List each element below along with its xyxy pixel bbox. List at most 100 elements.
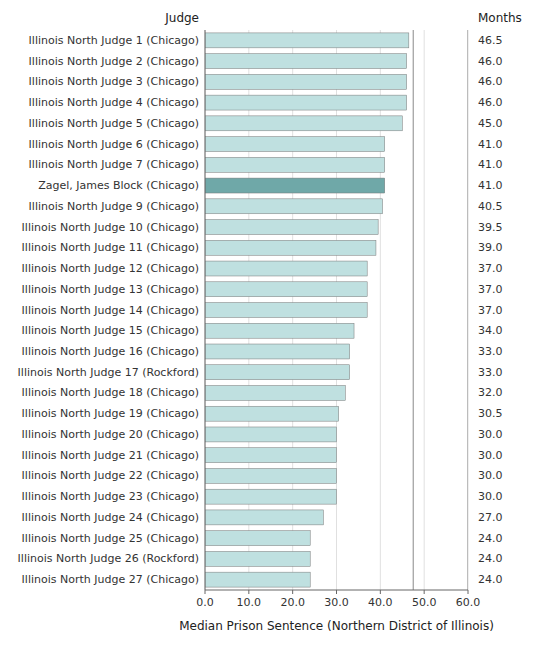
y-tick-label: Illinois North Judge 16 (Chicago) (22, 345, 199, 358)
reference-line (413, 30, 414, 590)
y-tick-label: Illinois North Judge 13 (Chicago) (22, 283, 199, 296)
data-label: 45.0 (478, 117, 503, 130)
y-tick-label: Illinois North Judge 22 (Chicago) (22, 469, 199, 482)
bar (205, 323, 354, 338)
y-axis-label: Judge (164, 11, 199, 25)
y-tick-label: Illinois North Judge 18 (Chicago) (22, 386, 199, 399)
bar (205, 385, 345, 400)
y-tick-label: Illinois North Judge 19 (Chicago) (22, 407, 199, 420)
bar (205, 116, 402, 131)
bar (205, 199, 383, 214)
bar (205, 137, 385, 152)
data-label: 39.5 (478, 221, 503, 234)
bar (205, 220, 378, 235)
data-label: 32.0 (478, 386, 503, 399)
bar (205, 54, 407, 69)
bar (205, 344, 350, 359)
y-tick-label: Illinois North Judge 24 (Chicago) (22, 511, 199, 524)
data-label: 27.0 (478, 511, 503, 524)
y-tick-label: Illinois North Judge 12 (Chicago) (22, 262, 199, 275)
data-label: 46.0 (478, 75, 503, 88)
data-label: 33.0 (478, 366, 503, 379)
y-tick-label: Illinois North Judge 11 (Chicago) (22, 241, 199, 254)
y-tick-label: Illinois North Judge 4 (Chicago) (29, 96, 199, 109)
x-tick-label: 10.0 (237, 596, 262, 609)
x-tick-label: 0.0 (196, 596, 214, 609)
data-label: 34.0 (478, 324, 503, 337)
y-tick-label: Illinois North Judge 26 (Rockford) (18, 552, 199, 565)
data-label: 30.0 (478, 449, 503, 462)
x-tick-label: 20.0 (280, 596, 305, 609)
plot-area (205, 30, 468, 590)
y-tick-label: Zagel, James Block (Chicago) (38, 179, 199, 192)
y-tick-label: Illinois North Judge 10 (Chicago) (22, 221, 199, 234)
data-label: 24.0 (478, 532, 503, 545)
data-label: 46.0 (478, 96, 503, 109)
x-tick (248, 590, 249, 594)
data-label: 30.0 (478, 428, 503, 441)
bar (205, 572, 310, 587)
data-label: 24.0 (478, 552, 503, 565)
chart: 0.010.020.030.040.050.060.0Illinois Nort… (0, 0, 550, 658)
grid-line (205, 30, 206, 590)
y-tick-label: Illinois North Judge 5 (Chicago) (29, 117, 199, 130)
y-tick-label: Illinois North Judge 21 (Chicago) (22, 449, 199, 462)
x-tick (380, 590, 381, 594)
bar (205, 510, 323, 525)
x-tick (424, 590, 425, 594)
bar (205, 33, 409, 48)
x-tick (205, 590, 206, 594)
grid-line (380, 30, 381, 590)
x-tick-label: 30.0 (324, 596, 349, 609)
y-tick-label: Illinois North Judge 20 (Chicago) (22, 428, 199, 441)
bar (205, 551, 310, 566)
annotation: Months (478, 11, 522, 25)
bar (205, 240, 376, 255)
y-tick-label: Illinois North Judge 7 (Chicago) (29, 158, 199, 171)
data-label: 41.0 (478, 158, 503, 171)
data-label: 30.5 (478, 407, 503, 420)
x-tick (336, 590, 337, 594)
y-tick-label: Illinois North Judge 6 (Chicago) (29, 138, 199, 151)
bar (205, 303, 367, 318)
y-tick-label: Illinois North Judge 25 (Chicago) (22, 532, 199, 545)
y-tick-label: Illinois North Judge 14 (Chicago) (22, 304, 199, 317)
grid (205, 30, 468, 590)
bar (205, 406, 339, 421)
y-tick-label: Illinois North Judge 3 (Chicago) (29, 75, 199, 88)
x-tick-label: 50.0 (412, 596, 437, 609)
data-label: 24.0 (478, 573, 503, 586)
y-tick-label: Illinois North Judge 9 (Chicago) (29, 200, 199, 213)
bar (205, 489, 337, 504)
bar (205, 468, 337, 483)
bar (205, 427, 337, 442)
y-tick-label: Illinois North Judge 1 (Chicago) (29, 34, 199, 47)
data-label: 46.0 (478, 55, 503, 68)
data-label: 40.5 (478, 200, 503, 213)
grid-line (424, 30, 425, 590)
data-label: 30.0 (478, 490, 503, 503)
bar (205, 178, 385, 193)
reference-line (468, 30, 469, 590)
x-axis-label: Median Prison Sentence (Northern Distric… (179, 619, 494, 633)
bar (205, 448, 337, 463)
data-label: 39.0 (478, 241, 503, 254)
x-tick (292, 590, 293, 594)
data-label: 37.0 (478, 262, 503, 275)
bar (205, 95, 407, 110)
y-tick-label: Illinois North Judge 23 (Chicago) (22, 490, 199, 503)
bar (205, 74, 407, 89)
y-axis (205, 30, 206, 590)
grid-line (468, 30, 469, 590)
y-tick-label: Illinois North Judge 15 (Chicago) (22, 324, 199, 337)
y-tick-label: Illinois North Judge 2 (Chicago) (29, 55, 199, 68)
x-tick (468, 590, 469, 594)
data-label: 37.0 (478, 283, 503, 296)
y-tick-label: Illinois North Judge 17 (Rockford) (18, 366, 199, 379)
data-label: 37.0 (478, 304, 503, 317)
bar (205, 157, 385, 172)
y-tick-label: Illinois North Judge 27 (Chicago) (22, 573, 199, 586)
data-label: 30.0 (478, 469, 503, 482)
bar (205, 365, 350, 380)
data-label: 41.0 (478, 138, 503, 151)
